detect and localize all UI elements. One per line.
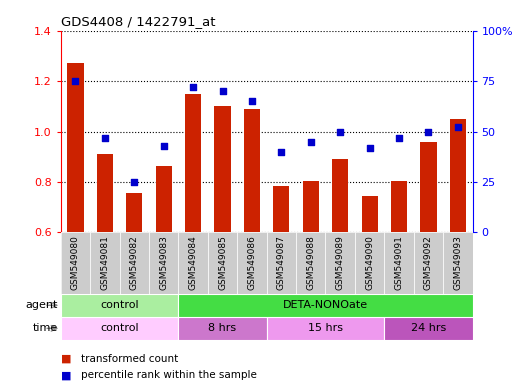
FancyBboxPatch shape	[149, 232, 178, 294]
Bar	[156, 166, 172, 232]
Text: GSM549089: GSM549089	[336, 235, 345, 290]
Bar	[61, 317, 178, 340]
Bar	[214, 106, 231, 232]
Text: GSM549081: GSM549081	[100, 235, 109, 290]
Point	[159, 142, 168, 149]
FancyBboxPatch shape	[90, 232, 119, 294]
Bar	[420, 142, 437, 232]
Point	[277, 149, 286, 155]
Text: GSM549091: GSM549091	[394, 235, 403, 290]
Point	[218, 88, 227, 94]
Text: GSM549090: GSM549090	[365, 235, 374, 290]
FancyBboxPatch shape	[119, 232, 149, 294]
Bar	[384, 317, 473, 340]
Bar	[61, 232, 473, 294]
Point	[365, 144, 374, 151]
Text: agent: agent	[26, 300, 58, 310]
Point	[424, 128, 432, 135]
Point	[189, 84, 197, 90]
FancyBboxPatch shape	[178, 232, 208, 294]
Point	[395, 134, 403, 141]
Text: GSM549085: GSM549085	[218, 235, 227, 290]
Text: 15 hrs: 15 hrs	[308, 323, 343, 333]
Text: GSM549084: GSM549084	[188, 235, 197, 290]
Text: GSM549083: GSM549083	[159, 235, 168, 290]
Text: GSM549080: GSM549080	[71, 235, 80, 290]
Text: 8 hrs: 8 hrs	[209, 323, 237, 333]
Bar	[362, 196, 378, 232]
Bar	[126, 193, 143, 232]
Bar	[61, 294, 178, 317]
Text: GDS4408 / 1422791_at: GDS4408 / 1422791_at	[61, 15, 215, 28]
FancyBboxPatch shape	[208, 232, 237, 294]
Text: ■: ■	[61, 354, 71, 364]
Text: GSM549093: GSM549093	[454, 235, 463, 290]
Bar	[274, 186, 289, 232]
Bar	[332, 159, 348, 232]
Text: DETA-NONOate: DETA-NONOate	[283, 300, 368, 310]
Text: GSM549082: GSM549082	[130, 235, 139, 290]
FancyBboxPatch shape	[443, 232, 473, 294]
Text: time: time	[33, 323, 58, 333]
Bar	[185, 94, 201, 232]
FancyBboxPatch shape	[325, 232, 355, 294]
Text: GSM549087: GSM549087	[277, 235, 286, 290]
FancyBboxPatch shape	[384, 232, 414, 294]
Text: ■: ■	[61, 370, 71, 380]
Bar	[178, 317, 267, 340]
Bar	[450, 119, 466, 232]
FancyBboxPatch shape	[267, 232, 296, 294]
Text: transformed count: transformed count	[81, 354, 178, 364]
Text: GSM549086: GSM549086	[248, 235, 257, 290]
Text: GSM549088: GSM549088	[306, 235, 315, 290]
Point	[71, 78, 80, 84]
FancyBboxPatch shape	[61, 232, 90, 294]
Bar	[267, 317, 384, 340]
Point	[130, 179, 138, 185]
Bar	[68, 63, 83, 232]
Bar	[303, 180, 319, 232]
Point	[336, 128, 344, 135]
Text: control: control	[100, 300, 139, 310]
Text: percentile rank within the sample: percentile rank within the sample	[81, 370, 257, 380]
Text: GSM549092: GSM549092	[424, 235, 433, 290]
Text: control: control	[100, 323, 139, 333]
FancyBboxPatch shape	[296, 232, 325, 294]
Bar	[97, 154, 113, 232]
Point	[454, 124, 462, 131]
Bar	[244, 109, 260, 232]
FancyBboxPatch shape	[414, 232, 443, 294]
FancyBboxPatch shape	[355, 232, 384, 294]
Point	[307, 139, 315, 145]
Point	[101, 134, 109, 141]
Text: 24 hrs: 24 hrs	[411, 323, 446, 333]
Bar	[391, 180, 407, 232]
FancyBboxPatch shape	[237, 232, 267, 294]
Bar	[178, 294, 473, 317]
Point	[248, 98, 256, 104]
